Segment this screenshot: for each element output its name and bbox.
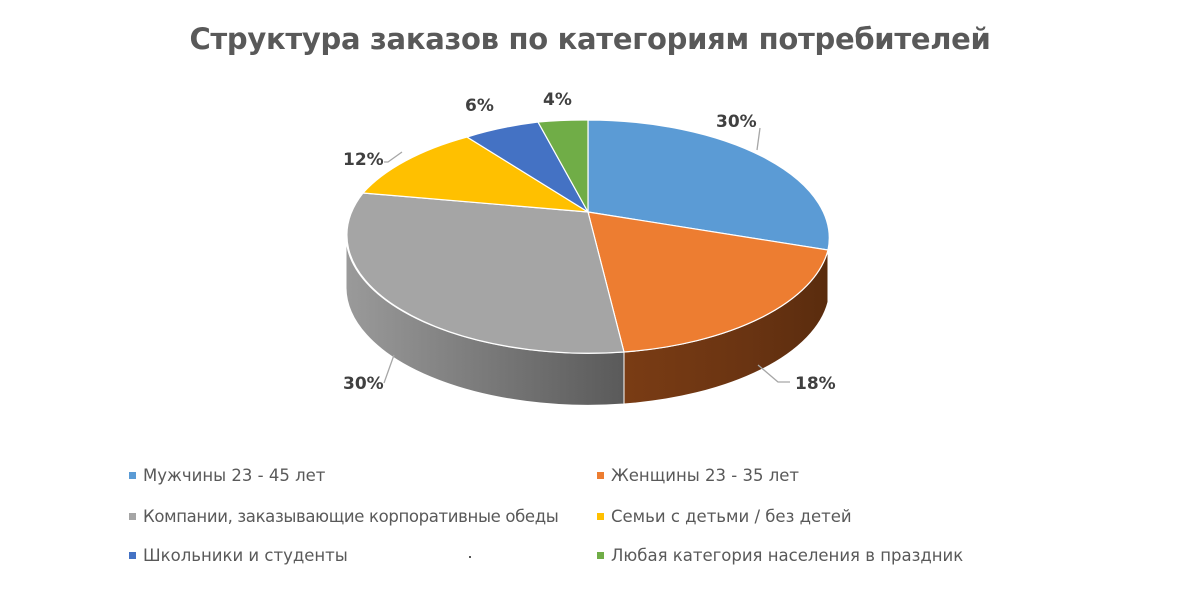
label-companies: 30% [343,374,384,394]
stray-dot [469,556,471,558]
legend-label: Любая категория населения в праздник [611,546,964,565]
legend-swatch-icon [597,472,604,479]
legend-swatch-icon [129,472,136,479]
legend-label: Школьники и студенты [143,546,348,565]
legend-label: Женщины 23 - 35 лет [611,466,800,485]
leader-line-women [757,364,790,383]
legend-swatch-icon [597,513,604,520]
legend-label: Компании, заказывающие корпоративные обе… [143,507,559,526]
label-students: 6% [465,96,494,116]
slice-companies[interactable] [346,192,625,354]
slice-holiday[interactable] [537,119,589,215]
legend-label: Мужчины 23 - 45 лет [143,466,326,485]
leader-line-companies [383,354,395,384]
pie-top [346,119,830,354]
leader-lines [383,127,790,384]
legend-swatch-icon [597,552,604,559]
legend-item-women[interactable]: Женщины 23 - 35 лет [597,466,799,485]
label-men: 30% [716,112,757,132]
chart-title: Структура заказов по категориям потребит… [189,22,991,56]
legend-item-students[interactable]: Школьники и студенты [129,546,348,565]
legend-swatch-icon [129,552,136,559]
data-labels: 30% 18% 30% 12% 6% 4% [343,90,836,394]
legend-swatch-icon [129,513,136,520]
label-women: 18% [795,374,836,394]
label-holiday: 4% [543,90,572,110]
leader-line-families [384,151,403,163]
slice-women[interactable] [587,211,829,353]
label-families: 12% [343,150,384,170]
legend-item-men[interactable]: Мужчины 23 - 45 лет [129,466,325,485]
legend-item-holiday[interactable]: Любая категория населения в праздник [597,546,963,565]
legend-item-companies[interactable]: Компании, заказывающие корпоративные обе… [129,507,559,526]
slice-men[interactable] [587,119,830,251]
legend-label: Семьи с детьми / без детей [611,507,852,526]
leader-line-men [756,127,761,151]
legend-item-families[interactable]: Семьи с детьми / без детей [597,507,852,526]
slice-families[interactable] [361,136,589,213]
